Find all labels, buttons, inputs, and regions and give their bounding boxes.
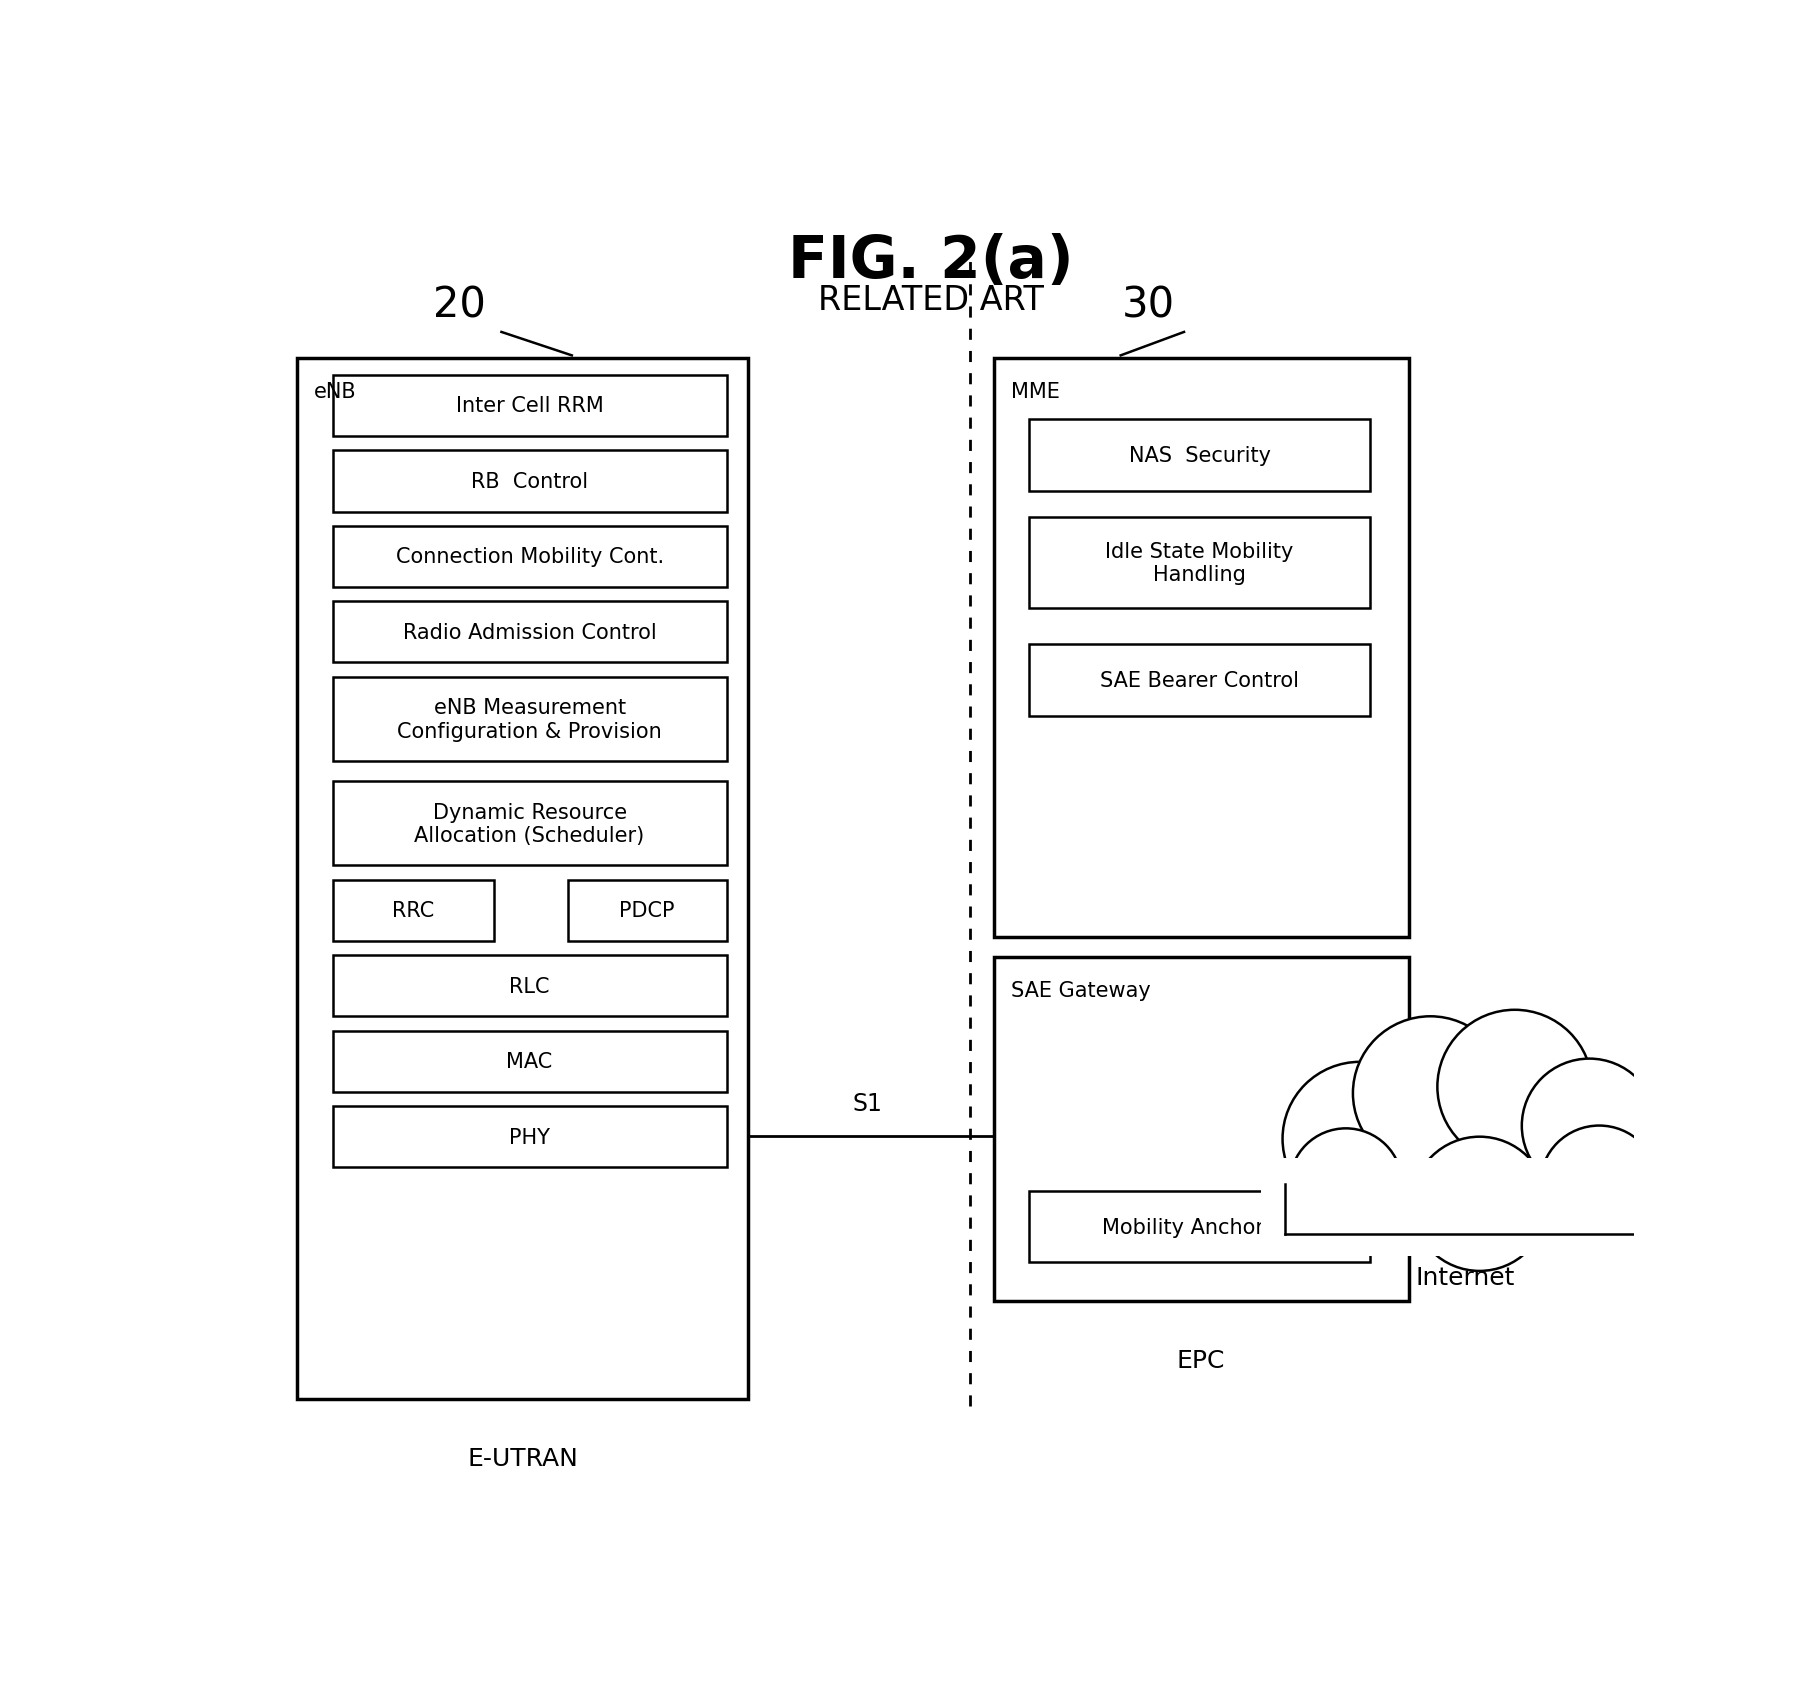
Text: 20: 20 xyxy=(432,284,485,326)
Bar xyxy=(332,782,726,866)
Bar xyxy=(993,958,1409,1302)
Ellipse shape xyxy=(1522,1059,1656,1192)
Text: Internet: Internet xyxy=(1416,1265,1515,1289)
Text: Inter Cell RRM: Inter Cell RRM xyxy=(456,397,603,415)
Bar xyxy=(332,677,726,762)
Text: S1: S1 xyxy=(852,1091,883,1116)
Text: 30: 30 xyxy=(1122,284,1175,326)
Text: FIG. 2(a): FIG. 2(a) xyxy=(788,233,1073,291)
Text: eNB Measurement
Configuration & Provision: eNB Measurement Configuration & Provisio… xyxy=(398,698,663,741)
Bar xyxy=(1030,517,1369,608)
Ellipse shape xyxy=(1282,1062,1438,1216)
Text: SAE Gateway: SAE Gateway xyxy=(1012,980,1151,1000)
Bar xyxy=(332,1106,726,1167)
Text: MME: MME xyxy=(1012,382,1061,402)
Text: Idle State Mobility
Handling: Idle State Mobility Handling xyxy=(1106,542,1293,584)
Ellipse shape xyxy=(1289,1128,1402,1240)
Text: Radio Admission Control: Radio Admission Control xyxy=(403,623,656,642)
Text: RB  Control: RB Control xyxy=(470,471,588,491)
Text: E-UTRAN: E-UTRAN xyxy=(467,1446,577,1469)
Bar xyxy=(332,1030,726,1093)
Bar xyxy=(332,956,726,1017)
Text: PDCP: PDCP xyxy=(619,900,676,921)
Text: MAC: MAC xyxy=(507,1052,552,1073)
Bar xyxy=(332,375,726,437)
Bar xyxy=(568,880,726,941)
Text: RELATED ART: RELATED ART xyxy=(817,284,1044,318)
Ellipse shape xyxy=(1540,1127,1658,1243)
Bar xyxy=(1030,1191,1369,1263)
Bar xyxy=(1030,645,1369,716)
Ellipse shape xyxy=(1438,1010,1593,1164)
Bar xyxy=(332,601,726,664)
Text: eNB: eNB xyxy=(314,382,358,402)
Text: Dynamic Resource
Allocation (Scheduler): Dynamic Resource Allocation (Scheduler) xyxy=(414,802,645,844)
Bar xyxy=(332,880,494,941)
Bar xyxy=(1030,421,1369,491)
Text: NAS  Security: NAS Security xyxy=(1128,446,1271,466)
Text: Connection Mobility Cont.: Connection Mobility Cont. xyxy=(396,547,663,568)
Bar xyxy=(332,527,726,588)
Ellipse shape xyxy=(1353,1017,1507,1170)
Text: EPC: EPC xyxy=(1177,1348,1226,1371)
Bar xyxy=(298,358,748,1398)
Bar xyxy=(332,451,726,512)
Bar xyxy=(1262,1159,1669,1257)
Text: PHY: PHY xyxy=(508,1127,550,1147)
Ellipse shape xyxy=(1413,1137,1547,1272)
Text: RLC: RLC xyxy=(508,976,550,997)
Bar xyxy=(993,358,1409,937)
Text: SAE Bearer Control: SAE Bearer Control xyxy=(1100,671,1298,691)
Text: RRC: RRC xyxy=(392,900,434,921)
Text: Mobility Anchoring: Mobility Anchoring xyxy=(1102,1216,1297,1236)
